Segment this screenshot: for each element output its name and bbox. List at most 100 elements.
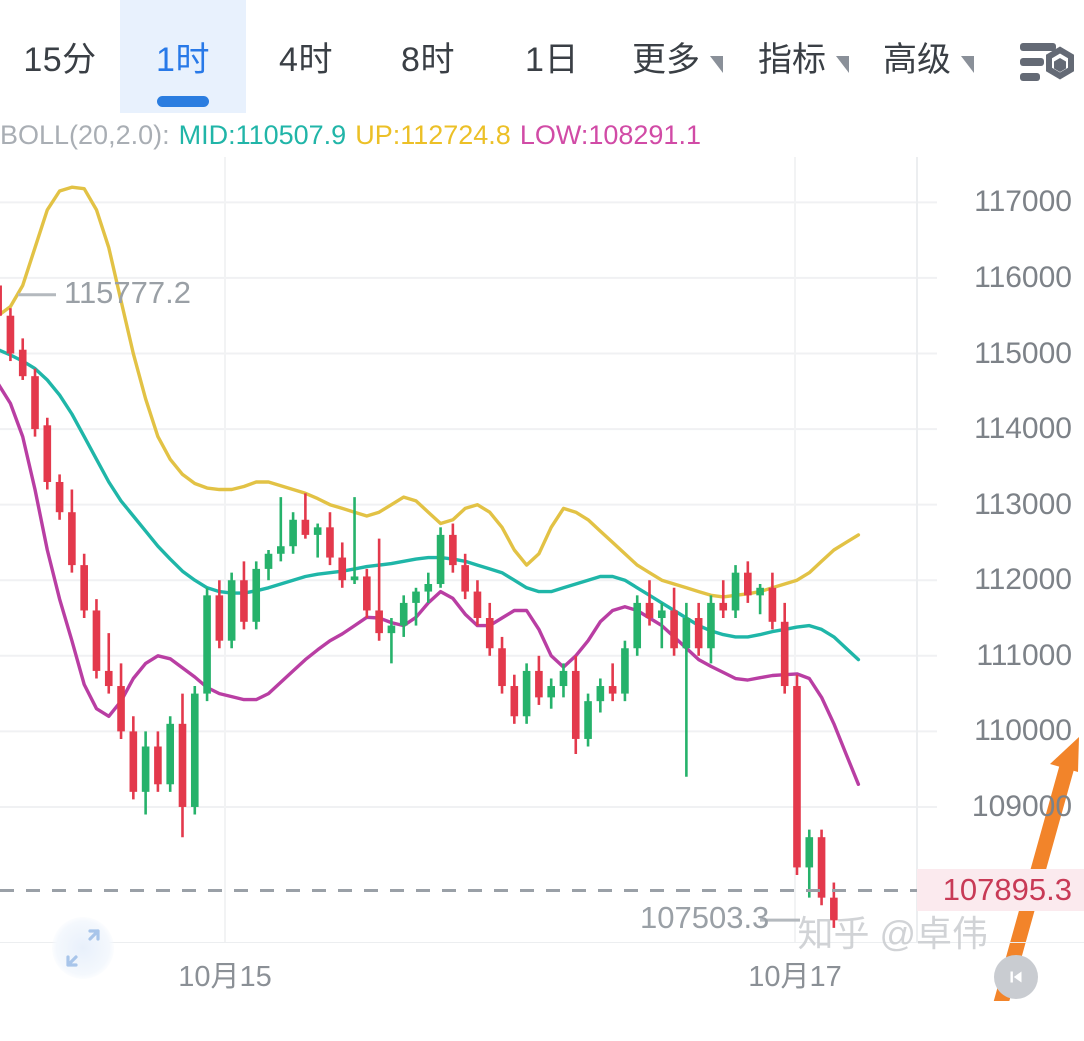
boll-mid-band [0,348,861,662]
y-axis-tick: 113000 [974,487,1072,521]
candlestick [485,618,494,649]
tab-1d[interactable]: 1日 [490,0,614,113]
candlestick [682,618,691,649]
candlestick [805,837,814,868]
candlestick [719,602,728,611]
expand-icon[interactable] [52,917,114,979]
candlestick [18,349,27,377]
price-chart[interactable]: 知乎 @卓伟 117000 116000 115000 114000 113000 112… [0,157,1084,1001]
candlestick [154,746,162,785]
y-axis-tick: 112000 [974,563,1072,597]
y-axis-tick: 116000 [974,260,1072,294]
candlestick [498,648,506,687]
high-price-marker: 115777.2 [64,274,191,310]
x-axis-tick: 10月15 [178,961,272,993]
candlestick [129,731,138,792]
settings-sliders-icon[interactable] [1018,40,1076,84]
candlestick [190,693,199,807]
candlestick [449,534,457,566]
candlestick [547,686,555,698]
current-price-tag: 107895.3 [917,869,1084,912]
candlestick [215,595,224,641]
candlestick [117,686,125,732]
candlestick [227,580,236,641]
candlestick [744,572,752,596]
menu-advanced[interactable]: 高级 [883,0,974,113]
boll-mid-value: MID:110507.9 [178,119,347,150]
candlestick [252,568,261,622]
candlestick [596,686,605,702]
chevron-down-icon [836,56,849,73]
candlestick [694,618,703,649]
tab-1d-label: 1日 [525,41,579,79]
menu-indicators-label: 指标 [758,41,826,79]
candlestick [104,670,113,687]
tab-8h-label: 8时 [401,41,455,79]
timeframe-toolbar: 15分 1时 4时 8时 1日 更多 指标 高级 [0,0,1084,113]
tab-4h-label: 4时 [279,41,333,79]
candlestick [92,610,101,671]
chevron-down-icon [710,56,723,73]
menu-indicators[interactable]: 指标 [758,0,849,113]
watermark: 知乎 @卓伟 [797,913,988,954]
candlestick [522,670,531,717]
x-axis-tick: 10月17 [748,961,842,993]
candlestick [424,584,433,592]
candlestick [31,376,39,430]
tab-4h[interactable]: 4时 [246,0,366,113]
candlestick [264,553,273,569]
candlestick [535,670,543,698]
y-axis-tick: 115000 [974,336,1072,370]
candlestick [375,610,383,634]
candlestick [559,670,568,687]
boll-low-value: LOW:108291.1 [519,119,701,150]
candlestick [301,519,310,535]
low-price-marker: 107503.3 [640,900,770,936]
candlestick [731,572,740,611]
menu-more[interactable]: 更多 [632,0,723,113]
candlestick [510,686,519,717]
tab-1h-label: 1时 [156,41,210,79]
tab-8h[interactable]: 8时 [366,0,490,113]
candlestick [277,546,285,554]
candlestick [793,686,801,868]
y-axis-tick: 117000 [974,185,1072,219]
candlestick [461,565,469,592]
candlestick [178,723,187,807]
candlestick [436,534,445,585]
y-axis-tick: 110000 [974,714,1072,748]
x-axis-line [0,942,1084,943]
candlestick [670,610,678,649]
boll-name: BOLL(20,2.0): [0,119,170,150]
chevron-down-icon [961,56,974,73]
candlestick [645,602,654,619]
boll-upper-band [0,185,861,599]
boll-up-value: UP:112724.8 [355,119,511,150]
candlestick [338,557,347,581]
candlestick [412,591,420,603]
candlestick [6,315,15,354]
candlestick [571,670,580,739]
tab-1h[interactable]: 1时 [120,0,246,113]
tab-15m[interactable]: 15分 [0,0,120,113]
candlestick [80,565,88,611]
candlestick [707,602,715,649]
candlestick [817,837,826,898]
candlestick [768,587,777,622]
menu-advanced-label: 高级 [883,41,951,79]
candlestick [240,580,248,622]
chart-canvas [0,157,1084,1001]
tab-15m-label: 15分 [23,41,97,79]
y-axis-tick: 109000 [971,789,1072,823]
candlestick [756,587,764,596]
candlestick [657,610,666,619]
candlestick [633,602,642,649]
candlestick [43,425,52,482]
skip-to-start-icon[interactable] [994,955,1038,999]
candlestick [621,648,629,694]
candlestick [55,481,64,513]
candlestick [141,746,150,792]
candlestick [399,602,408,626]
candlestick [387,625,396,634]
